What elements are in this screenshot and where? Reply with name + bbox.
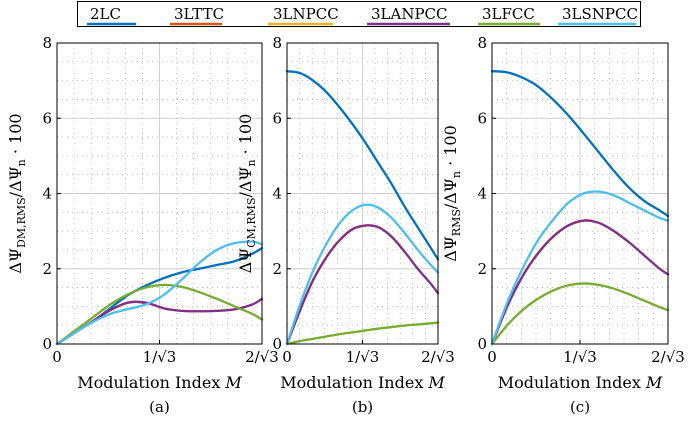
series-line-2lc — [490, 70, 670, 218]
x-tick-label: 0 — [52, 348, 62, 366]
x-tick-label: 0 — [282, 348, 292, 366]
series-line-3lfcc — [285, 321, 440, 346]
series-line-2lc — [285, 70, 440, 261]
panel-label: (c) — [570, 398, 590, 416]
y-axis-label: ΔΨCM,RMS/ΔΨn · 100 — [236, 114, 258, 274]
y-tick-label: 8 — [42, 34, 52, 52]
legend: 2LC 3LTTC 3LNPCC 3LANPCC 3LFCC 3LSNPCC — [77, 1, 641, 27]
x-tick-label: 2/√3 — [421, 348, 455, 366]
legend-label: 3LSNPCC — [562, 5, 638, 23]
panel-label: (b) — [352, 398, 373, 416]
y-tick-label: 4 — [42, 185, 52, 203]
series-line-3lsnpcc — [285, 203, 440, 346]
series-line-3lanpcc — [490, 219, 670, 346]
y-axis-label: ΔΨDM,RMS/ΔΨn · 100 — [6, 113, 28, 273]
x-tick-label: 1/√3 — [563, 348, 597, 366]
y-tick-label: 2 — [477, 260, 487, 278]
y-tick-label: 4 — [272, 185, 282, 203]
legend-label: 3LNPCC — [273, 5, 339, 23]
y-tick-label: 8 — [477, 34, 487, 52]
y-tick-label: 4 — [477, 185, 487, 203]
series-line-3lnpcc — [285, 224, 406, 346]
y-tick-label: 2 — [272, 260, 282, 278]
y-tick-label: 0 — [477, 335, 487, 353]
x-tick-label: 0 — [487, 348, 497, 366]
y-tick-label: 6 — [42, 109, 52, 127]
series-line-3lfcc — [55, 283, 264, 346]
y-tick-label: 8 — [272, 34, 282, 52]
y-tick-label: 2 — [42, 260, 52, 278]
series-line-3lfcc — [490, 282, 670, 346]
legend-box — [77, 1, 641, 27]
series-line-3lsnpcc — [490, 190, 670, 346]
x-tick-label: 2/√3 — [651, 348, 685, 366]
series-line-3lsnpcc — [55, 240, 264, 346]
legend-label: 3LANPCC — [371, 5, 448, 23]
y-axis-label: ΔΨRMS/ΔΨn · 100 — [441, 125, 463, 262]
y-tick-label: 0 — [42, 335, 52, 353]
legend-label: 3LFCC — [482, 5, 535, 23]
legend-label: 3LTTC — [174, 5, 224, 23]
x-axis-label: Modulation Index M — [498, 373, 663, 392]
x-axis-label: Modulation Index M — [77, 373, 242, 392]
y-tick-label: 6 — [477, 109, 487, 127]
legend-label: 2LC — [90, 5, 121, 23]
x-axis-label: Modulation Index M — [280, 373, 445, 392]
panel-c: 0 2 4 6 8 0 1/√3 2/√3 Modulation Index M (c) ΔΨRMS… — [441, 34, 685, 416]
x-tick-label: 1/√3 — [346, 348, 380, 366]
x-tick-label: 1/√3 — [143, 348, 177, 366]
series-line-3lanpcc — [285, 224, 440, 346]
panel-label: (a) — [149, 398, 170, 416]
y-tick-label: 0 — [272, 335, 282, 353]
x-tick-label: 2/√3 — [245, 348, 279, 366]
y-tick-label: 6 — [272, 109, 282, 127]
